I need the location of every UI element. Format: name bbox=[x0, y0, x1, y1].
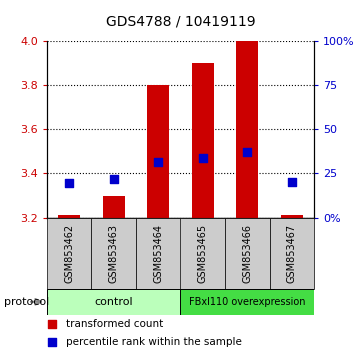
Text: GSM853463: GSM853463 bbox=[109, 224, 119, 282]
Bar bbox=[147, 85, 169, 218]
Text: GSM853465: GSM853465 bbox=[198, 223, 208, 283]
Bar bbox=[180, 289, 314, 315]
Bar bbox=[280, 216, 303, 218]
Bar bbox=[270, 218, 314, 289]
Text: transformed count: transformed count bbox=[66, 319, 163, 329]
Point bbox=[66, 181, 72, 186]
Bar bbox=[47, 218, 91, 289]
Point bbox=[244, 149, 250, 155]
Bar bbox=[225, 218, 270, 289]
Bar bbox=[91, 218, 136, 289]
Bar bbox=[180, 218, 225, 289]
Point bbox=[111, 176, 117, 182]
Text: protocol: protocol bbox=[4, 297, 49, 307]
Text: FBxl110 overexpression: FBxl110 overexpression bbox=[189, 297, 305, 307]
Bar bbox=[103, 195, 125, 218]
Text: percentile rank within the sample: percentile rank within the sample bbox=[66, 337, 242, 347]
Text: GDS4788 / 10419119: GDS4788 / 10419119 bbox=[106, 14, 255, 28]
Point bbox=[200, 155, 206, 161]
Text: GSM853462: GSM853462 bbox=[64, 223, 74, 283]
Bar bbox=[236, 41, 258, 218]
Point bbox=[49, 339, 55, 344]
Bar bbox=[136, 218, 180, 289]
Bar bbox=[58, 216, 80, 218]
Point bbox=[49, 321, 55, 327]
Point bbox=[289, 179, 295, 185]
Bar bbox=[192, 63, 214, 218]
Text: GSM853466: GSM853466 bbox=[242, 224, 252, 282]
Bar bbox=[47, 289, 180, 315]
Text: GSM853464: GSM853464 bbox=[153, 224, 163, 282]
Point bbox=[155, 159, 161, 165]
Text: GSM853467: GSM853467 bbox=[287, 223, 297, 283]
Text: control: control bbox=[95, 297, 133, 307]
